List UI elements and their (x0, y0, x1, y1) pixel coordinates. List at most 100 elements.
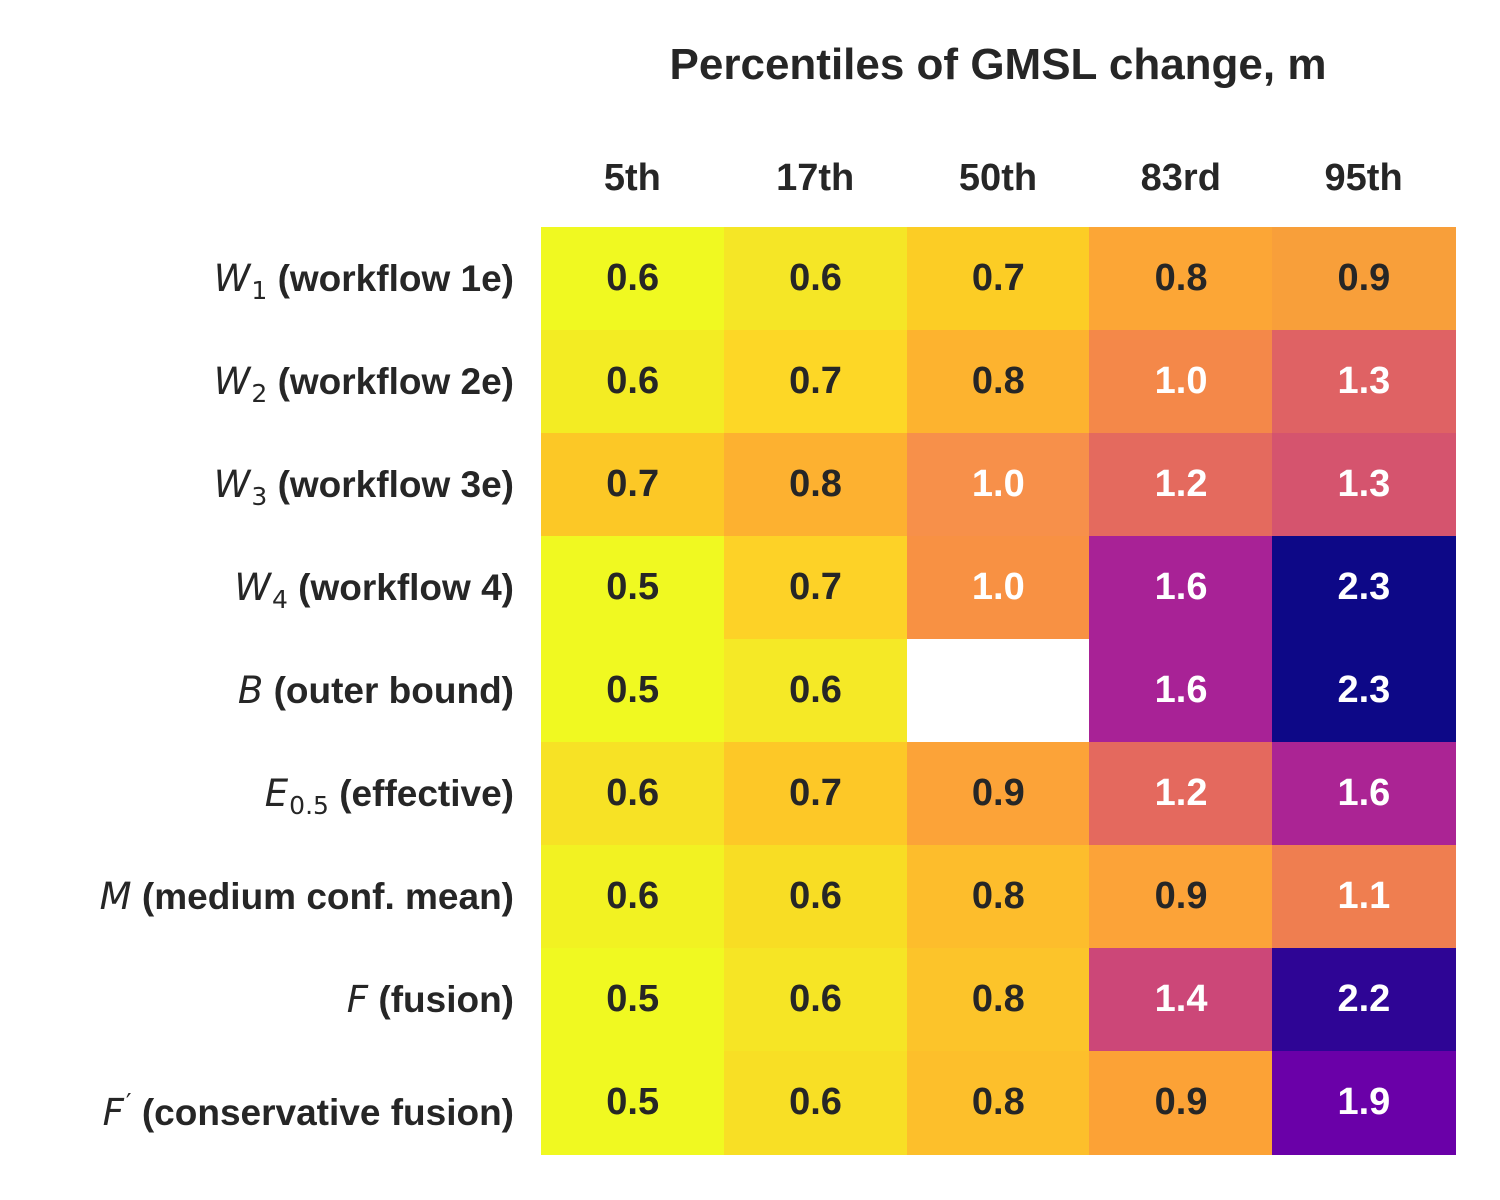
heatmap-cell: 2.3 (1272, 639, 1456, 743)
heatmap-cell: 0.6 (541, 845, 725, 949)
row-label-symbol: E (264, 772, 289, 815)
cell-value-label: 0.9 (1337, 257, 1391, 300)
heatmap-cell: 1.1 (1272, 845, 1456, 949)
row-label: E0.5 (effective) (265, 742, 514, 845)
cell-value-label: 1.6 (1337, 772, 1391, 815)
heatmap-cell: 0.6 (723, 845, 908, 949)
row-label-description: (conservative fusion) (141, 1092, 514, 1133)
cell-value-label: 0.8 (971, 360, 1025, 403)
cell-value-label: 0.6 (606, 257, 660, 300)
row-label-description: (workflow 3e) (277, 464, 514, 505)
heatmap-cell: 1.2 (1089, 433, 1273, 537)
column-header-5th: 5th (603, 157, 661, 199)
heatmap-cell: 2.2 (1272, 948, 1456, 1052)
heatmap-cell: 0.6 (723, 227, 908, 331)
heatmap-cell: 0.5 (541, 536, 725, 640)
cell-value-label: 0.7 (606, 463, 660, 506)
cell-value-label: 0.7 (789, 360, 842, 403)
row-label-symbol: F (346, 978, 369, 1021)
cell-value-label: 0.9 (971, 772, 1025, 815)
cell-value-label: 0.6 (606, 360, 660, 403)
cell-value-label: 1.2 (1154, 772, 1208, 815)
heatmap-cell: 1.6 (1089, 639, 1273, 743)
cell-value-label: 0.7 (789, 566, 842, 609)
cell-value-label: 0.6 (789, 978, 842, 1021)
heatmap-cell: 1.3 (1272, 433, 1456, 537)
heatmap-cell: 0.8 (906, 845, 1090, 949)
heatmap-cell: 0.7 (723, 742, 908, 846)
heatmap-cell: 1.0 (1089, 330, 1273, 434)
heatmap-cell: 0.7 (723, 536, 908, 640)
row-label: W2 (workflow 2e) (214, 330, 514, 433)
row-label-symbol: W (234, 566, 271, 609)
heatmap-cell: 0.6 (541, 330, 725, 434)
heatmap-cell: 0.8 (906, 330, 1090, 434)
heatmap-cell: 0.8 (906, 948, 1090, 1052)
cell-value-label: 0.6 (606, 772, 660, 815)
column-header-17th: 17th (776, 157, 855, 199)
cell-value-label: 0.8 (971, 875, 1025, 918)
cell-value-label: 0.8 (789, 463, 842, 506)
cell-value-label: 0.9 (1154, 1081, 1208, 1124)
cell-value-label: 0.7 (789, 772, 842, 815)
heatmap-cell: 0.6 (541, 742, 725, 846)
heatmap-cell: 0.9 (1089, 845, 1273, 949)
heatmap-cell: 0.8 (906, 1051, 1090, 1155)
cell-value-label: 1.1 (1337, 875, 1391, 918)
cell-value-label: 1.0 (971, 463, 1025, 506)
row-label-description: (fusion) (378, 979, 514, 1020)
row-label-description: (effective) (339, 773, 514, 814)
cell-value-label: 1.2 (1154, 463, 1208, 506)
cell-value-label: 1.9 (1337, 1081, 1391, 1124)
cell-value-label: 0.6 (789, 669, 842, 712)
row-label: F (fusion) (347, 948, 514, 1051)
row-label-prime: ′ (125, 1088, 132, 1117)
cell-value-label: 1.6 (1154, 566, 1208, 609)
cell-value-label: 1.3 (1337, 463, 1391, 506)
row-labels: W1 (workflow 1e) W2 (workflow 2e) W3 (work… (0, 227, 514, 1154)
heatmap-cell: 1.3 (1272, 330, 1456, 434)
heatmap-cell: 0.5 (541, 1051, 725, 1155)
column-header-50th: 50th (958, 157, 1038, 199)
row-label: W1 (workflow 1e) (214, 227, 514, 330)
cell-value-label: 0.6 (789, 257, 842, 300)
heatmap-cell: 1.6 (1089, 536, 1273, 640)
heatmap-cell: 0.5 (541, 948, 725, 1052)
row-label-description: (outer bound) (273, 670, 514, 711)
row-label-symbol: B (237, 669, 264, 712)
cell-value-label: 2.2 (1337, 978, 1391, 1021)
row-label-symbol: M (99, 875, 132, 918)
row-label-symbol: F (102, 1091, 124, 1134)
row-label: W4 (workflow 4) (234, 536, 514, 639)
heatmap-cell: 0.6 (723, 948, 908, 1052)
row-label-subscript: 1 (251, 276, 268, 305)
row-label-subscript: 4 (271, 585, 288, 614)
cell-value-label: 0.5 (606, 566, 660, 609)
cell-value-label: 1.4 (1154, 978, 1208, 1021)
heatmap-cell: 2.3 (1272, 536, 1456, 640)
row-label-description: (workflow 4) (298, 567, 514, 608)
heatmap-cell: 0.7 (906, 227, 1090, 331)
cell-value-label: 0.6 (789, 875, 842, 918)
row-label: W3 (workflow 3e) (214, 433, 514, 536)
column-header-95th: 95th (1324, 157, 1403, 199)
heatmap-cell: 1.4 (1089, 948, 1273, 1052)
cell-value-label: 2.3 (1337, 566, 1391, 609)
cell-value-label: 0.5 (606, 669, 660, 712)
cell-value-label: 1.0 (971, 566, 1025, 609)
cell-value-label: 0.5 (606, 1081, 660, 1124)
heatmap-cell: 0.8 (1089, 227, 1273, 331)
heatmap-cell: 0.9 (1272, 227, 1456, 331)
heatmap-cell (906, 639, 1090, 743)
cell-value-label: 0.7 (971, 257, 1025, 300)
heatmap-cell: 1.2 (1089, 742, 1273, 846)
cell-value-label: 0.8 (971, 978, 1025, 1021)
column-header-83rd: 83rd (1140, 157, 1221, 199)
row-label: F′ (conservative fusion) (103, 1051, 514, 1154)
heatmap-cell: 0.7 (541, 433, 725, 537)
row-label: M (medium conf. mean) (100, 845, 514, 948)
cell-value-label: 0.5 (606, 978, 660, 1021)
cell-value-label: 2.3 (1337, 669, 1391, 712)
cell-value-label: 1.3 (1337, 360, 1391, 403)
row-label: B (outer bound) (238, 639, 514, 742)
